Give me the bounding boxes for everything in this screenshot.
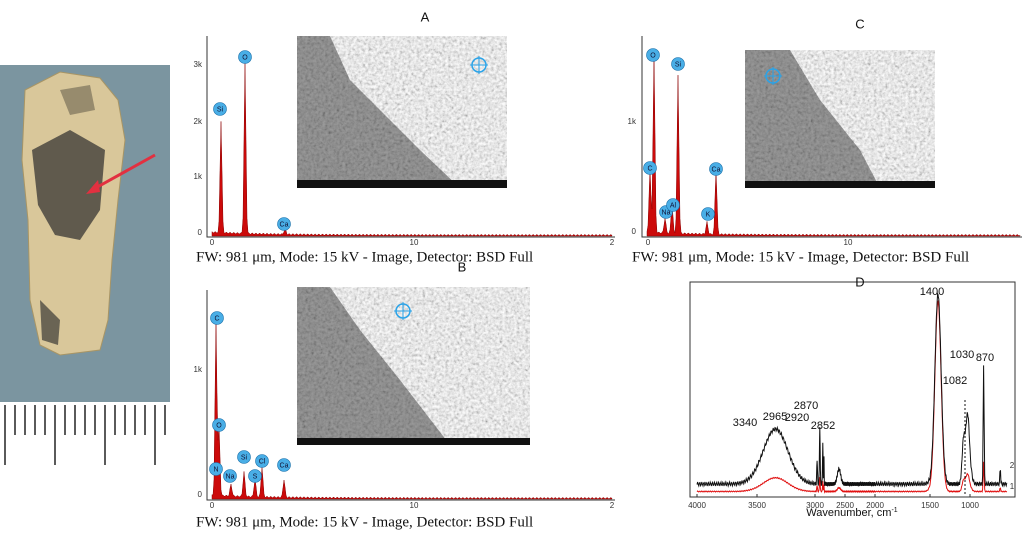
peak-marker (709, 162, 723, 176)
peak-marker (255, 454, 269, 468)
caption: FW: 981 μm, Mode: 15 kV - Image, Detecto… (632, 249, 969, 265)
tk: 10 (844, 238, 853, 247)
peak-marker (277, 217, 291, 231)
tk: 1k (194, 365, 203, 374)
pk: K (706, 211, 711, 218)
tk: 0 (198, 490, 203, 499)
ft: 2852 (811, 420, 835, 432)
pk: Ca (280, 462, 289, 469)
pk: Si (675, 61, 682, 68)
pk: N (213, 466, 218, 473)
ftir-spectrum (696, 291, 1008, 488)
pk: S (253, 473, 258, 480)
ft: 2870 (794, 400, 818, 412)
peak-marker (237, 450, 251, 464)
peak-marker (701, 207, 715, 221)
pk: Ca (280, 221, 289, 228)
eds-spectrum (211, 62, 613, 237)
peak-marker (248, 469, 262, 483)
peak-marker (646, 48, 660, 62)
pk: Si (217, 106, 224, 113)
tk: 2 (610, 501, 615, 510)
ftir-spectrum (696, 299, 1008, 494)
pk: Na (226, 473, 235, 480)
lab: D (855, 274, 864, 289)
sem-image (745, 50, 935, 188)
ft: 2920 (785, 412, 809, 424)
peak-marker (277, 458, 291, 472)
tk: 4000 (688, 501, 706, 510)
pk: Al (670, 202, 677, 209)
sem-image (297, 36, 507, 188)
pk: O (216, 422, 222, 429)
axes (206, 36, 1022, 501)
pk: Ca (712, 166, 721, 173)
pk: Si (241, 454, 248, 461)
ft: 1400 (920, 286, 944, 298)
tk: 3000 (806, 501, 824, 510)
pk: C (214, 315, 219, 322)
ft: 2965 (763, 411, 787, 423)
peak-marker (671, 57, 685, 71)
tk: 0 (632, 227, 637, 236)
spectra (211, 52, 1021, 500)
caption: FW: 981 μm, Mode: 15 kV - Image, Detecto… (196, 514, 533, 530)
pk: Na (662, 209, 671, 216)
ft: 3340 (733, 417, 757, 429)
pk: O (650, 52, 656, 59)
peak-marker (212, 418, 226, 432)
tk: 1 (1010, 482, 1015, 491)
peak-marker (238, 50, 252, 64)
peak-marker (213, 102, 227, 116)
tk: 1500 (921, 501, 939, 510)
lab: A (421, 9, 430, 24)
peak-marker (210, 311, 224, 325)
tk: 0 (210, 238, 215, 247)
peak-marker (666, 198, 680, 212)
tk: 2500 (836, 501, 854, 510)
caption: FW: 981 μm, Mode: 15 kV - Image, Detecto… (196, 249, 533, 265)
ft: 870 (976, 352, 994, 364)
tk: 2k (194, 117, 203, 126)
tk: 0 (210, 501, 215, 510)
photo (0, 65, 170, 472)
tk: 3k (194, 60, 203, 69)
pk: C (647, 165, 652, 172)
lab: B (458, 259, 467, 274)
pk: O (242, 54, 248, 61)
tk: 1000 (961, 501, 979, 510)
sem-image (297, 287, 530, 445)
tk: 2000 (866, 501, 884, 510)
x-axis-label: Wavenumber, cm-1 (806, 507, 898, 519)
tk: 10 (410, 238, 419, 247)
tk: 2 (1010, 461, 1015, 470)
peak-marker (209, 462, 223, 476)
tk: 1k (628, 117, 637, 126)
tk: 3500 (748, 501, 766, 510)
ft: 1082 (943, 375, 967, 387)
peak-marker (643, 161, 657, 175)
tk: 2 (610, 238, 615, 247)
eds-spectrum (646, 52, 1021, 237)
eds-spectrum (211, 319, 613, 500)
lab: C (855, 16, 864, 31)
tk: 0 (198, 228, 203, 237)
ft: 1030 (950, 349, 974, 361)
tk: 10 (410, 501, 419, 510)
tk: 0 (646, 238, 651, 247)
peak-marker (223, 469, 237, 483)
tk: 1k (194, 172, 203, 181)
pk: Cl (259, 458, 266, 465)
